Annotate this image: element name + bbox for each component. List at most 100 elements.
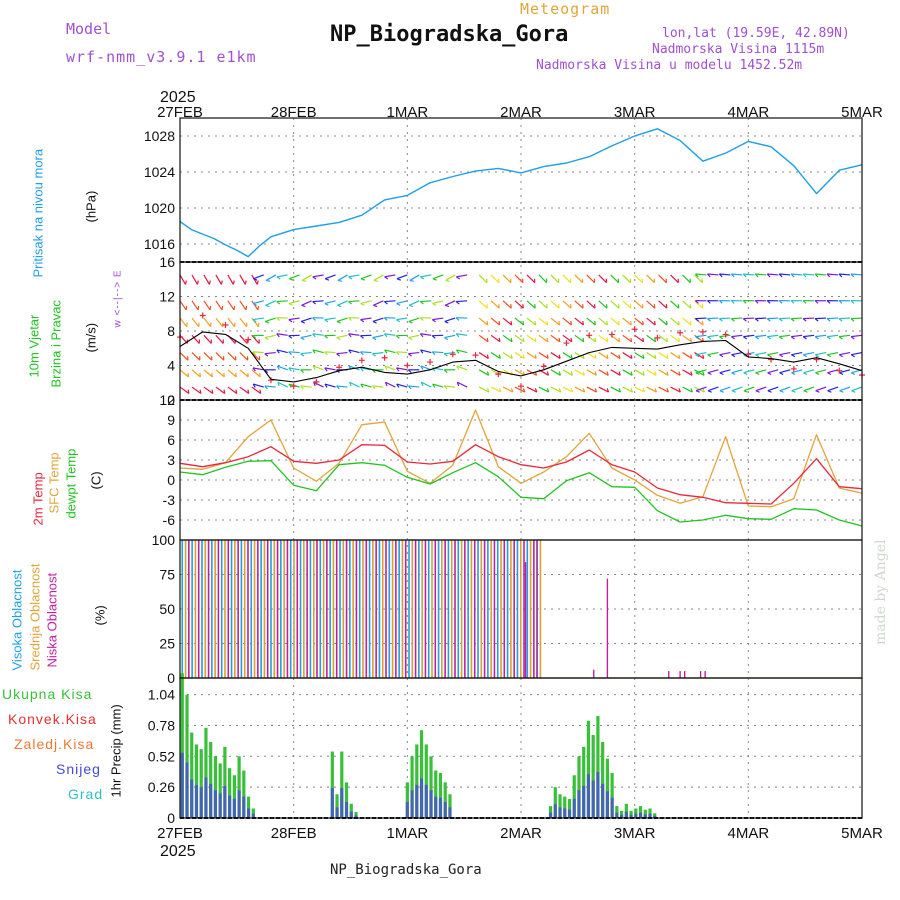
wind-barb [227,274,234,285]
wind-barb-head [838,336,843,340]
wind-barb-head [790,273,795,278]
wind-barb [514,334,525,343]
wind-barb [610,317,620,326]
wind-barb-head [838,300,843,304]
wind-barb [526,334,537,343]
wind-barb [634,369,645,376]
wind-barb-head [289,278,294,281]
wind-barb [755,369,767,374]
wind-barb [550,274,560,284]
wind-barb [839,334,851,338]
wind-barb-head [252,351,256,356]
wind-barb-head [288,383,292,388]
wind-barb [803,369,815,374]
wind-barb-head [707,300,711,304]
wind-barb-head [360,335,364,339]
wind-barb [179,352,189,361]
precip-snow-bar [638,812,643,818]
wind-barb [396,351,408,354]
wind-barb [191,274,198,285]
wind-barb [574,317,584,326]
wind-barb-head [360,383,364,388]
wind-gust-marker [427,359,434,366]
precip-total-bar [548,806,553,818]
wind-barb-head [372,320,377,324]
wind-barb-head [349,382,352,387]
wind-barb-head [313,382,316,387]
wind-barb [325,274,336,280]
wind-barb-head [690,337,693,342]
wind-barb-head [264,353,269,357]
wind-barb [731,317,743,320]
precip-snow-bar [180,752,184,818]
wind-barb-head [767,372,772,376]
wind-barb [191,369,201,378]
wind-barb-head [444,320,449,324]
wind-barb [456,349,468,354]
wind-barb [658,352,669,360]
wind-barb-head [312,349,316,354]
precip-total-bar [415,744,419,818]
wind-barb [179,369,189,378]
pressure-tick-label: 1016 [144,236,175,252]
wind-barb [791,351,803,356]
precip-snow-bar [242,796,246,818]
precip-snow-bar [330,788,334,818]
wind-barb [396,317,408,321]
wind-barb [301,300,312,306]
wind-barb-head [396,278,401,281]
wind-barb-head [582,337,585,342]
wind-barb [586,386,597,393]
chart-type-label: Meteogram [520,0,611,18]
wind-barb-head [618,320,620,326]
wind-barb-head [232,280,235,285]
wind-gust-marker [199,312,206,319]
wind-barb [695,273,707,276]
wind-barb-head [534,354,537,359]
wind-barb-head [247,389,250,394]
wind-barb [646,317,656,326]
wind-barb-head [790,300,795,304]
wind-barb [622,300,632,309]
wind-barb [239,300,247,311]
wind-barb [839,317,851,320]
wind-barb [767,351,779,356]
wind-barb-head [778,318,783,322]
precip-total-bar [591,734,595,818]
wind-barb [851,334,863,338]
wind-barb [490,334,501,343]
wind-tick-label: 16 [159,254,175,270]
wind-barb [658,317,668,326]
wind-barb [444,334,456,339]
wind-barb [803,273,815,276]
wind-barb-head [851,372,856,376]
pressure-tick-label: 1028 [144,128,175,144]
wind-barb [348,300,360,303]
wind-barb-head [570,388,574,393]
wind-barb [420,349,432,354]
precip-total-bar [185,694,189,818]
precip-snow-bar [548,812,553,818]
wind-barb [815,317,827,320]
wind-barb-head [826,318,831,322]
temp-tick-label: 9 [167,412,175,428]
wind-barb [215,369,225,378]
wind-barb-head [803,354,808,358]
wind-barb [373,300,384,306]
wind-barb-head [826,354,831,358]
snow-label: Snijeg [56,761,101,777]
wind-barb [682,386,693,393]
wind-barb-head [606,354,609,359]
wind-barb [444,351,456,355]
wind-barb-head [677,320,680,326]
wind-barb [336,317,348,323]
wind-barb [251,352,261,361]
wind-barb [215,274,222,285]
wind-barb-head [743,354,748,358]
wind-barb [658,369,669,376]
wind-barb-head [814,273,819,278]
wind-barb [396,383,408,388]
wind-barb [743,369,755,374]
wind-barb-head [276,365,280,370]
wind-barb [337,300,348,306]
